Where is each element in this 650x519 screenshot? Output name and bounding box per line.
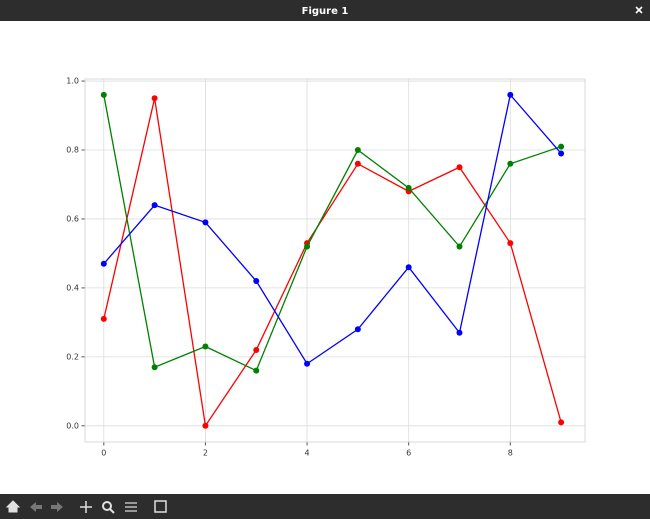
y-tick-label: 0.4 xyxy=(66,283,79,292)
point xyxy=(558,150,565,157)
toolbar xyxy=(0,494,650,519)
y-tick-label: 0.0 xyxy=(66,421,79,430)
x-tick-label: 4 xyxy=(305,449,310,458)
forward-button[interactable] xyxy=(51,502,63,512)
x-tick-label: 8 xyxy=(508,449,513,458)
point xyxy=(354,326,361,333)
home-button[interactable] xyxy=(5,500,21,513)
point xyxy=(253,278,260,285)
point xyxy=(253,367,260,374)
close-button[interactable] xyxy=(635,6,643,14)
point xyxy=(100,315,107,322)
point xyxy=(151,202,158,209)
point xyxy=(202,422,209,429)
point xyxy=(405,264,412,271)
point xyxy=(100,260,107,267)
y-tick-label: 0.6 xyxy=(66,214,79,223)
series-line xyxy=(103,93,562,365)
point xyxy=(507,240,514,247)
point xyxy=(456,164,463,171)
x-tick-label: 2 xyxy=(203,449,208,458)
window-title: Figure 1 xyxy=(302,6,349,17)
zoom-button[interactable] xyxy=(102,501,115,514)
title-bar xyxy=(0,0,650,21)
point xyxy=(507,160,514,167)
back-button[interactable] xyxy=(30,502,42,512)
point xyxy=(100,91,107,98)
point xyxy=(202,343,209,350)
point xyxy=(202,219,209,226)
point xyxy=(354,147,361,154)
point xyxy=(304,360,311,367)
pan-button[interactable] xyxy=(80,501,92,513)
x-tick-label: 0 xyxy=(101,449,106,458)
series-line xyxy=(103,94,562,372)
y-tick-label: 0.2 xyxy=(66,352,79,361)
point xyxy=(304,243,311,250)
point xyxy=(558,419,565,426)
point xyxy=(507,91,514,98)
point xyxy=(253,346,260,353)
save-button[interactable] xyxy=(154,500,167,513)
x-tick-label: 6 xyxy=(406,449,411,458)
point xyxy=(151,364,158,371)
point xyxy=(456,243,463,250)
point xyxy=(405,184,412,191)
toolbar-icons xyxy=(5,500,167,514)
point xyxy=(354,160,361,167)
configure-button[interactable] xyxy=(125,502,137,512)
point xyxy=(558,143,565,150)
point xyxy=(456,329,463,336)
plot-frame xyxy=(84,78,586,443)
y-tick-label: 0.8 xyxy=(66,146,79,155)
point xyxy=(151,95,158,102)
y-tick-label: 1.0 xyxy=(66,77,79,86)
